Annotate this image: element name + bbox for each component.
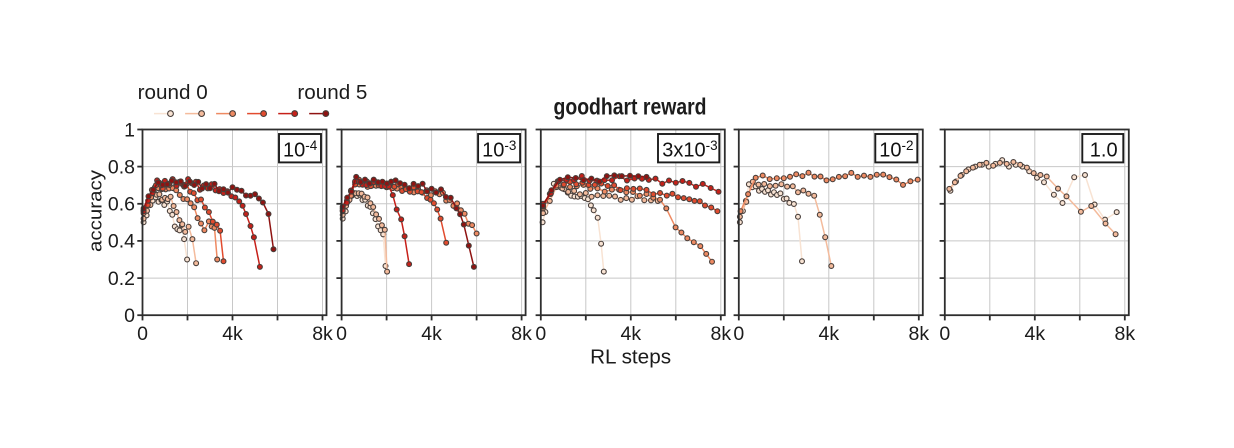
svg-text:8k: 8k <box>908 323 929 345</box>
svg-text:0.8: 0.8 <box>108 156 135 178</box>
svg-text:0.6: 0.6 <box>108 194 135 216</box>
svg-text:1: 1 <box>124 119 135 141</box>
svg-text:8k: 8k <box>511 323 532 345</box>
svg-text:8k: 8k <box>710 323 731 345</box>
svg-text:accuracy: accuracy <box>85 169 106 252</box>
svg-text:0.2: 0.2 <box>108 268 135 290</box>
svg-text:4k: 4k <box>222 323 243 345</box>
svg-text:0: 0 <box>336 323 347 345</box>
svg-text:round 0: round 0 <box>138 82 208 104</box>
svg-text:RL steps: RL steps <box>590 347 671 369</box>
svg-text:8k: 8k <box>1114 323 1135 345</box>
svg-text:4k: 4k <box>1024 323 1045 345</box>
svg-text:goodhart reward: goodhart reward <box>554 93 707 119</box>
svg-text:0: 0 <box>137 323 148 345</box>
svg-text:0: 0 <box>939 323 950 345</box>
svg-text:4k: 4k <box>818 323 839 345</box>
svg-text:4k: 4k <box>421 323 442 345</box>
svg-text:round 5: round 5 <box>297 82 367 104</box>
svg-text:0: 0 <box>535 323 546 345</box>
svg-text:4k: 4k <box>620 323 641 345</box>
svg-text:0.4: 0.4 <box>108 231 135 253</box>
svg-text:0: 0 <box>124 305 135 327</box>
svg-text:3x10-3: 3x10-3 <box>662 138 717 162</box>
svg-text:8k: 8k <box>312 323 333 345</box>
svg-text:1.0: 1.0 <box>1090 140 1118 162</box>
svg-text:0: 0 <box>733 323 744 345</box>
